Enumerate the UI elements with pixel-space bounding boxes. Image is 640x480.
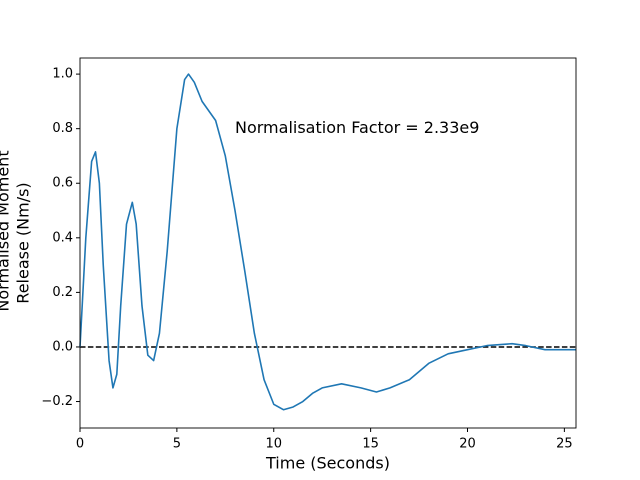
x-tick-label: 15 bbox=[362, 437, 379, 452]
y-axis-label: Normalised Moment bbox=[0, 150, 13, 311]
y-tick-label: 0.2 bbox=[52, 285, 73, 300]
y-axis-label: Release (Nm/s) bbox=[14, 182, 33, 303]
x-tick-label: 0 bbox=[76, 437, 84, 452]
x-tick-label: 10 bbox=[265, 437, 282, 452]
x-tick-label: 5 bbox=[173, 437, 181, 452]
x-tick-label: 25 bbox=[556, 437, 573, 452]
x-tick-label: 20 bbox=[459, 437, 476, 452]
y-tick-label: 1.0 bbox=[52, 67, 73, 82]
x-axis-label: Time (Seconds) bbox=[265, 454, 390, 473]
axes-frame bbox=[79, 57, 577, 429]
y-tick-label: −0.2 bbox=[41, 394, 73, 409]
line-series bbox=[79, 73, 576, 411]
y-tick-label: 0.4 bbox=[52, 230, 73, 245]
annotation: Normalisation Factor = 2.33e9 bbox=[235, 118, 479, 137]
y-tick-label: 0.8 bbox=[52, 121, 73, 136]
y-tick-label: 0.6 bbox=[52, 176, 73, 191]
y-tick-label: 0.0 bbox=[52, 339, 73, 354]
